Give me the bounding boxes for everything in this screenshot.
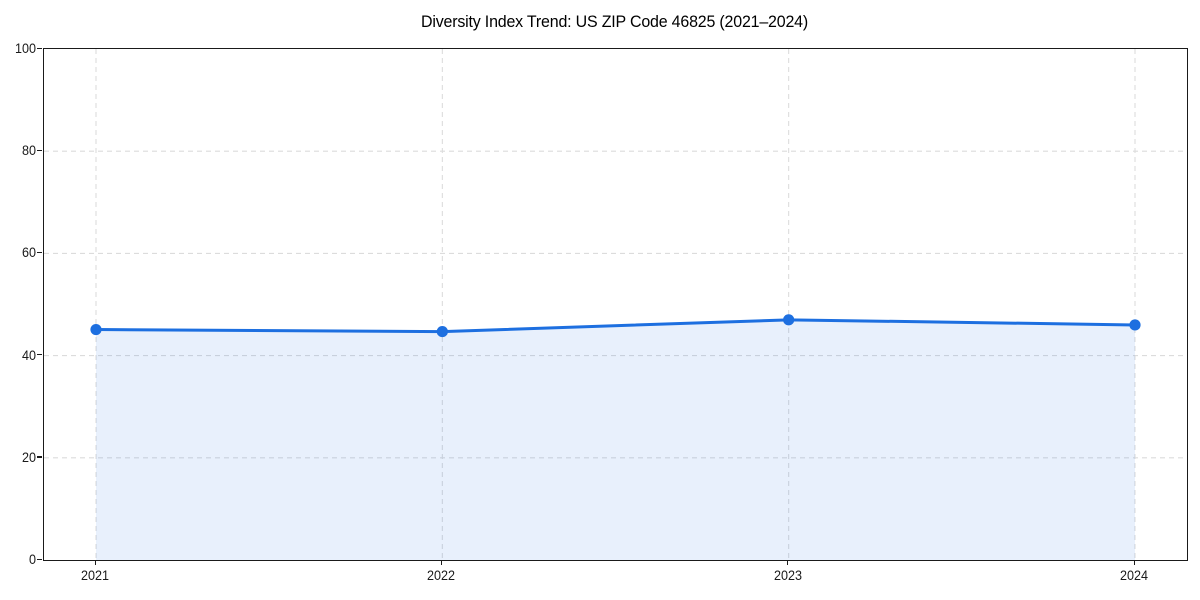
y-axis-tick bbox=[37, 251, 42, 254]
y-axis-tick bbox=[37, 47, 42, 49]
data-point-marker bbox=[90, 323, 102, 336]
y-axis-tick bbox=[37, 558, 42, 560]
x-tick-label: 2023 bbox=[773, 567, 802, 583]
trend-line bbox=[94, 318, 1137, 334]
data-point-marker bbox=[1129, 319, 1141, 331]
y-tick-label: 40 bbox=[21, 346, 36, 363]
area-fill bbox=[96, 319, 1135, 560]
chart-title: Diversity Index Trend: US ZIP Code 46825… bbox=[420, 12, 808, 31]
y-tick-label: 20 bbox=[21, 448, 36, 465]
x-axis-tick bbox=[787, 560, 789, 565]
x-tick-label: 2022 bbox=[427, 567, 456, 583]
x-tick-label: 2021 bbox=[80, 567, 110, 583]
x-axis-tick bbox=[1133, 560, 1135, 565]
y-tick-label: 0 bbox=[28, 551, 36, 567]
data-point-marker bbox=[783, 314, 795, 326]
y-tick-label: 100 bbox=[14, 40, 36, 56]
data-point-marker bbox=[436, 325, 448, 338]
y-axis-tick bbox=[37, 456, 42, 458]
x-tick-label: 2024 bbox=[1119, 567, 1149, 583]
y-axis-tick bbox=[37, 149, 42, 151]
x-axis-tick bbox=[94, 560, 96, 565]
y-axis-tick bbox=[37, 354, 42, 356]
y-tick-label: 60 bbox=[21, 244, 36, 261]
chart-canvas bbox=[44, 49, 1187, 560]
y-tick-label: 80 bbox=[21, 142, 36, 159]
plot-area bbox=[43, 48, 1188, 561]
x-axis-tick bbox=[440, 560, 443, 565]
